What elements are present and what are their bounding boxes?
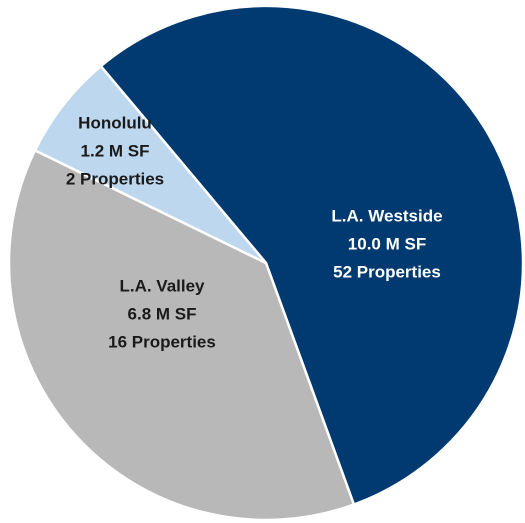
slice-label: L.A. Westside — [331, 206, 442, 225]
pie-slice — [99, 4, 525, 507]
slice-label: 16 Properties — [108, 332, 216, 351]
slice-label: Honolulu — [78, 113, 152, 132]
slice-label: L.A. Valley — [119, 276, 205, 295]
pie-slice — [33, 64, 267, 265]
slice-label: 52 Properties — [333, 262, 441, 281]
slice-label: 6.8 M SF — [128, 304, 197, 323]
slice-label: 2 Properties — [66, 169, 164, 188]
pie-slice — [7, 148, 356, 522]
slice-label: 1.2 M SF — [81, 141, 150, 160]
slice-label: 10.0 M SF — [348, 234, 426, 253]
